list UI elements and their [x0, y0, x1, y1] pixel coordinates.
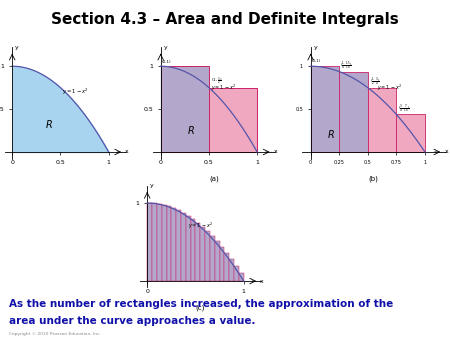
Text: y: y [150, 183, 154, 188]
Text: $y = 1 - x^2$: $y = 1 - x^2$ [211, 83, 236, 93]
Text: area under the curve approaches a value.: area under the curve approaches a value. [9, 316, 256, 326]
Bar [229, 260, 234, 281]
Bar [234, 266, 239, 281]
Text: x: x [274, 149, 277, 154]
Bar [157, 204, 162, 281]
Text: y: y [15, 45, 19, 50]
Text: $y = 1 - x^2$: $y = 1 - x^2$ [377, 83, 402, 93]
Bar [191, 219, 195, 281]
Text: $(\frac{1}{4},\frac{15}{16})$: $(\frac{1}{4},\frac{15}{16})$ [340, 61, 353, 72]
Bar [171, 208, 176, 281]
Text: x: x [125, 149, 129, 154]
Bar [205, 231, 210, 281]
Text: (0,1): (0,1) [312, 59, 321, 63]
Bar [210, 236, 215, 281]
Bar [200, 227, 205, 281]
Bar [166, 206, 171, 281]
Text: Section 4.3 – Area and Definite Integrals: Section 4.3 – Area and Definite Integral… [51, 12, 399, 27]
Text: (a): (a) [209, 175, 219, 182]
Bar [176, 210, 181, 281]
Text: (0,1): (0,1) [162, 60, 171, 64]
Text: (c): (c) [196, 305, 205, 311]
Bar [186, 216, 191, 281]
Text: As the number of rectangles increased, the approximation of the: As the number of rectangles increased, t… [9, 299, 393, 309]
Bar [209, 88, 257, 152]
Text: $(\frac{1}{2},\frac{3}{4})$: $(\frac{1}{2},\frac{3}{4})$ [370, 77, 381, 88]
Text: y: y [164, 45, 167, 50]
Bar [215, 241, 220, 281]
Text: x: x [444, 149, 448, 154]
Text: R: R [328, 130, 335, 140]
Bar [152, 203, 157, 281]
Text: (b): (b) [369, 175, 378, 182]
Text: x: x [260, 279, 264, 284]
Text: y: y [314, 45, 318, 50]
Text: R: R [45, 120, 52, 129]
Bar [147, 203, 152, 281]
Text: $y = 1 - x^2$: $y = 1 - x^2$ [63, 87, 89, 97]
Text: $y = 1 - x^2$: $y = 1 - x^2$ [188, 221, 213, 231]
Text: Copyright © 2010 Pearson Education, Inc.: Copyright © 2010 Pearson Education, Inc. [9, 332, 101, 336]
Bar [225, 253, 229, 281]
Bar [339, 72, 368, 152]
Bar [310, 66, 339, 152]
Bar [396, 115, 425, 152]
Bar [181, 213, 186, 281]
Text: $(1,\frac{1}{2})$: $(1,\frac{1}{2})$ [211, 76, 223, 87]
Text: $(\frac{3}{4},\frac{7}{16})$: $(\frac{3}{4},\frac{7}{16})$ [397, 104, 410, 115]
Bar [368, 88, 396, 152]
Bar [220, 247, 225, 281]
Bar [161, 66, 209, 152]
Bar [195, 222, 200, 281]
Text: R: R [188, 125, 195, 136]
Bar [162, 205, 166, 281]
Bar [239, 273, 243, 281]
